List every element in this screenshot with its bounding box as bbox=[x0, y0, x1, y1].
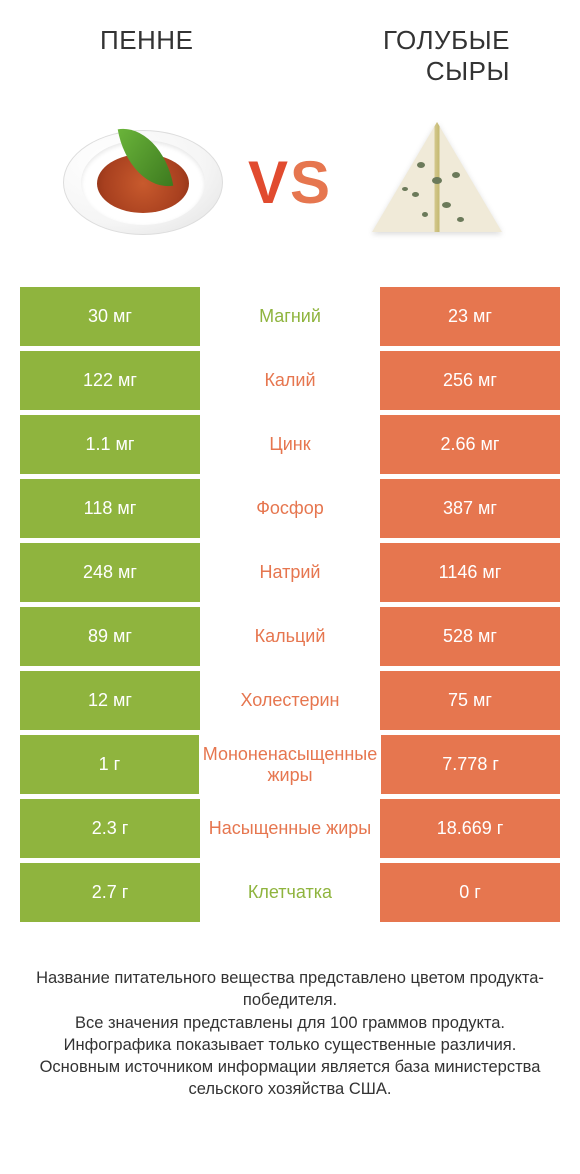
value-right: 0 г bbox=[380, 863, 560, 922]
value-right: 7.778 г bbox=[381, 735, 560, 794]
value-left: 2.7 г bbox=[20, 863, 200, 922]
vs-text: VS bbox=[248, 148, 332, 217]
value-left: 30 мг bbox=[20, 287, 200, 346]
value-right: 1146 мг bbox=[380, 543, 560, 602]
value-left: 1 г bbox=[20, 735, 199, 794]
product-title-right: ГОЛУБЫЕ СЫРЫ bbox=[305, 25, 510, 87]
footer-line-1: Название питательного вещества представл… bbox=[30, 967, 550, 1012]
header-right: ГОЛУБЫЕ СЫРЫ bbox=[305, 25, 540, 87]
header-left: ПЕННЕ bbox=[40, 25, 305, 87]
table-row: 1 гМононенасыщенные жиры7.778 г bbox=[20, 735, 560, 794]
value-right: 387 мг bbox=[380, 479, 560, 538]
value-left: 248 мг bbox=[20, 543, 200, 602]
footer-line-3: Инфографика показывает только существенн… bbox=[30, 1034, 550, 1056]
value-left: 118 мг bbox=[20, 479, 200, 538]
nutrient-label: Клетчатка bbox=[200, 863, 380, 922]
table-row: 248 мгНатрий1146 мг bbox=[20, 543, 560, 602]
nutrient-label: Насыщенные жиры bbox=[200, 799, 380, 858]
footer-line-4: Основным источником информации является … bbox=[30, 1056, 550, 1101]
table-row: 89 мгКальций528 мг bbox=[20, 607, 560, 666]
footer-notes: Название питательного вещества представл… bbox=[0, 927, 580, 1121]
nutrient-label: Калий bbox=[200, 351, 380, 410]
value-right: 2.66 мг bbox=[380, 415, 560, 474]
nutrient-label: Магний bbox=[200, 287, 380, 346]
table-row: 122 мгКалий256 мг bbox=[20, 351, 560, 410]
value-left: 122 мг bbox=[20, 351, 200, 410]
value-right: 18.669 г bbox=[380, 799, 560, 858]
value-left: 89 мг bbox=[20, 607, 200, 666]
table-row: 118 мгФосфор387 мг bbox=[20, 479, 560, 538]
value-left: 12 мг bbox=[20, 671, 200, 730]
nutrient-label: Мононенасыщенные жиры bbox=[199, 735, 381, 794]
product-title-left: ПЕННЕ bbox=[100, 25, 305, 56]
header: ПЕННЕ ГОЛУБЫЕ СЫРЫ bbox=[0, 0, 580, 97]
table-row: 1.1 мгЦинк2.66 мг bbox=[20, 415, 560, 474]
value-right: 75 мг bbox=[380, 671, 560, 730]
table-row: 12 мгХолестерин75 мг bbox=[20, 671, 560, 730]
table-row: 30 мгМагний23 мг bbox=[20, 287, 560, 346]
nutrient-label: Фосфор bbox=[200, 479, 380, 538]
nutrient-label: Холестерин bbox=[200, 671, 380, 730]
table-row: 2.3 гНасыщенные жиры18.669 г bbox=[20, 799, 560, 858]
value-right: 23 мг bbox=[380, 287, 560, 346]
value-right: 256 мг bbox=[380, 351, 560, 410]
value-right: 528 мг bbox=[380, 607, 560, 666]
nutrient-label: Цинк bbox=[200, 415, 380, 474]
nutrient-label: Натрий bbox=[200, 543, 380, 602]
value-left: 2.3 г bbox=[20, 799, 200, 858]
table-row: 2.7 гКлетчатка0 г bbox=[20, 863, 560, 922]
penne-image bbox=[58, 107, 228, 257]
cheese-image bbox=[352, 107, 522, 257]
footer-line-2: Все значения представлены для 100 граммо… bbox=[30, 1012, 550, 1034]
comparison-table: 30 мгМагний23 мг122 мгКалий256 мг1.1 мгЦ… bbox=[0, 287, 580, 922]
value-left: 1.1 мг bbox=[20, 415, 200, 474]
vs-row: VS bbox=[0, 97, 580, 287]
nutrient-label: Кальций bbox=[200, 607, 380, 666]
